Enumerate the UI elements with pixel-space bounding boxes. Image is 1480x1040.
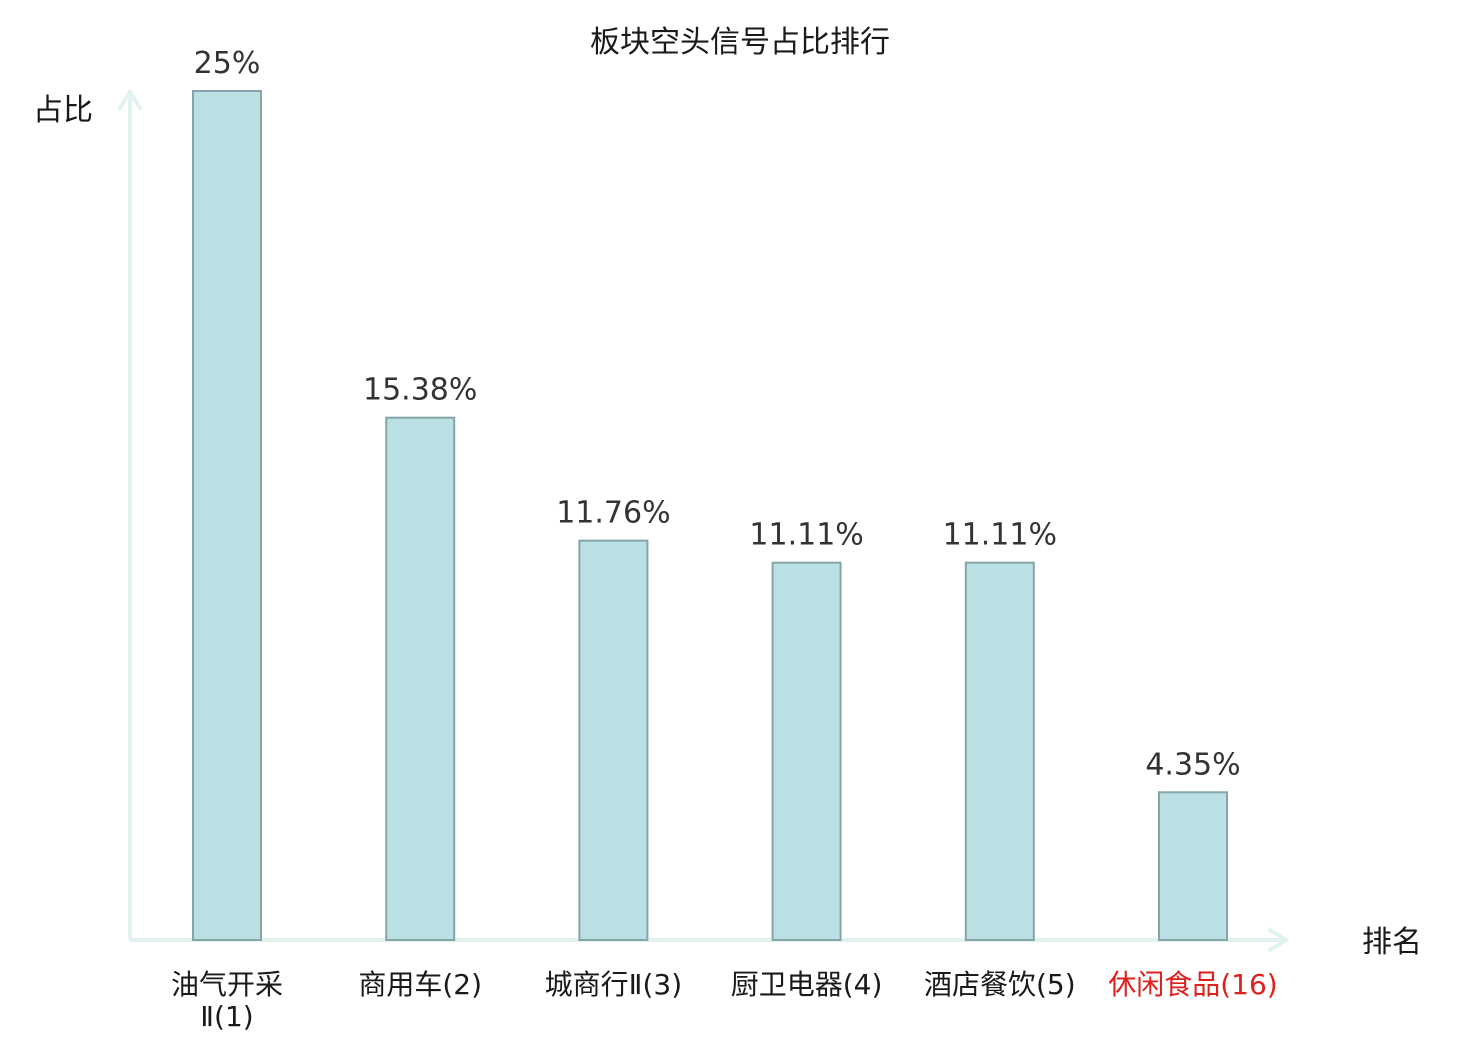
x-tick-label: Ⅱ(1) <box>200 1000 253 1033</box>
bars-group <box>192 90 1228 941</box>
chart-title: 板块空头信号占比排行 <box>590 25 890 60</box>
bar <box>964 561 1035 941</box>
value-labels-group: 25% 15.38% 11.76% 11.11% 11.11% 4.35% <box>194 46 1241 782</box>
bar <box>192 90 262 941</box>
y-axis-arrow <box>118 90 142 110</box>
value-label: 25% <box>194 46 261 81</box>
value-label: 15.38% <box>363 373 477 408</box>
value-label: 11.11% <box>749 518 863 553</box>
bar <box>578 539 649 941</box>
value-label: 11.76% <box>556 496 670 531</box>
bar <box>771 561 842 941</box>
x-axis-arrow <box>1268 928 1288 952</box>
y-axis-label: 占比 <box>33 93 93 128</box>
bar <box>385 416 456 941</box>
x-axis-label: 排名 <box>1362 925 1422 960</box>
x-tick-label: 厨卫电器(4) <box>731 968 883 1001</box>
value-label: 11.11% <box>943 518 1057 553</box>
x-tick-label: 酒店餐饮(5) <box>924 968 1076 1001</box>
bar <box>1158 791 1228 941</box>
x-tick-label: 休闲食品(16) <box>1108 968 1277 1001</box>
x-tick-label: 油气开采 <box>171 968 283 1001</box>
x-tick-label: 城商行Ⅱ(3) <box>545 968 682 1001</box>
axes <box>118 90 1288 952</box>
x-tick-label: 商用车(2) <box>358 968 482 1001</box>
value-label: 4.35% <box>1145 747 1240 782</box>
